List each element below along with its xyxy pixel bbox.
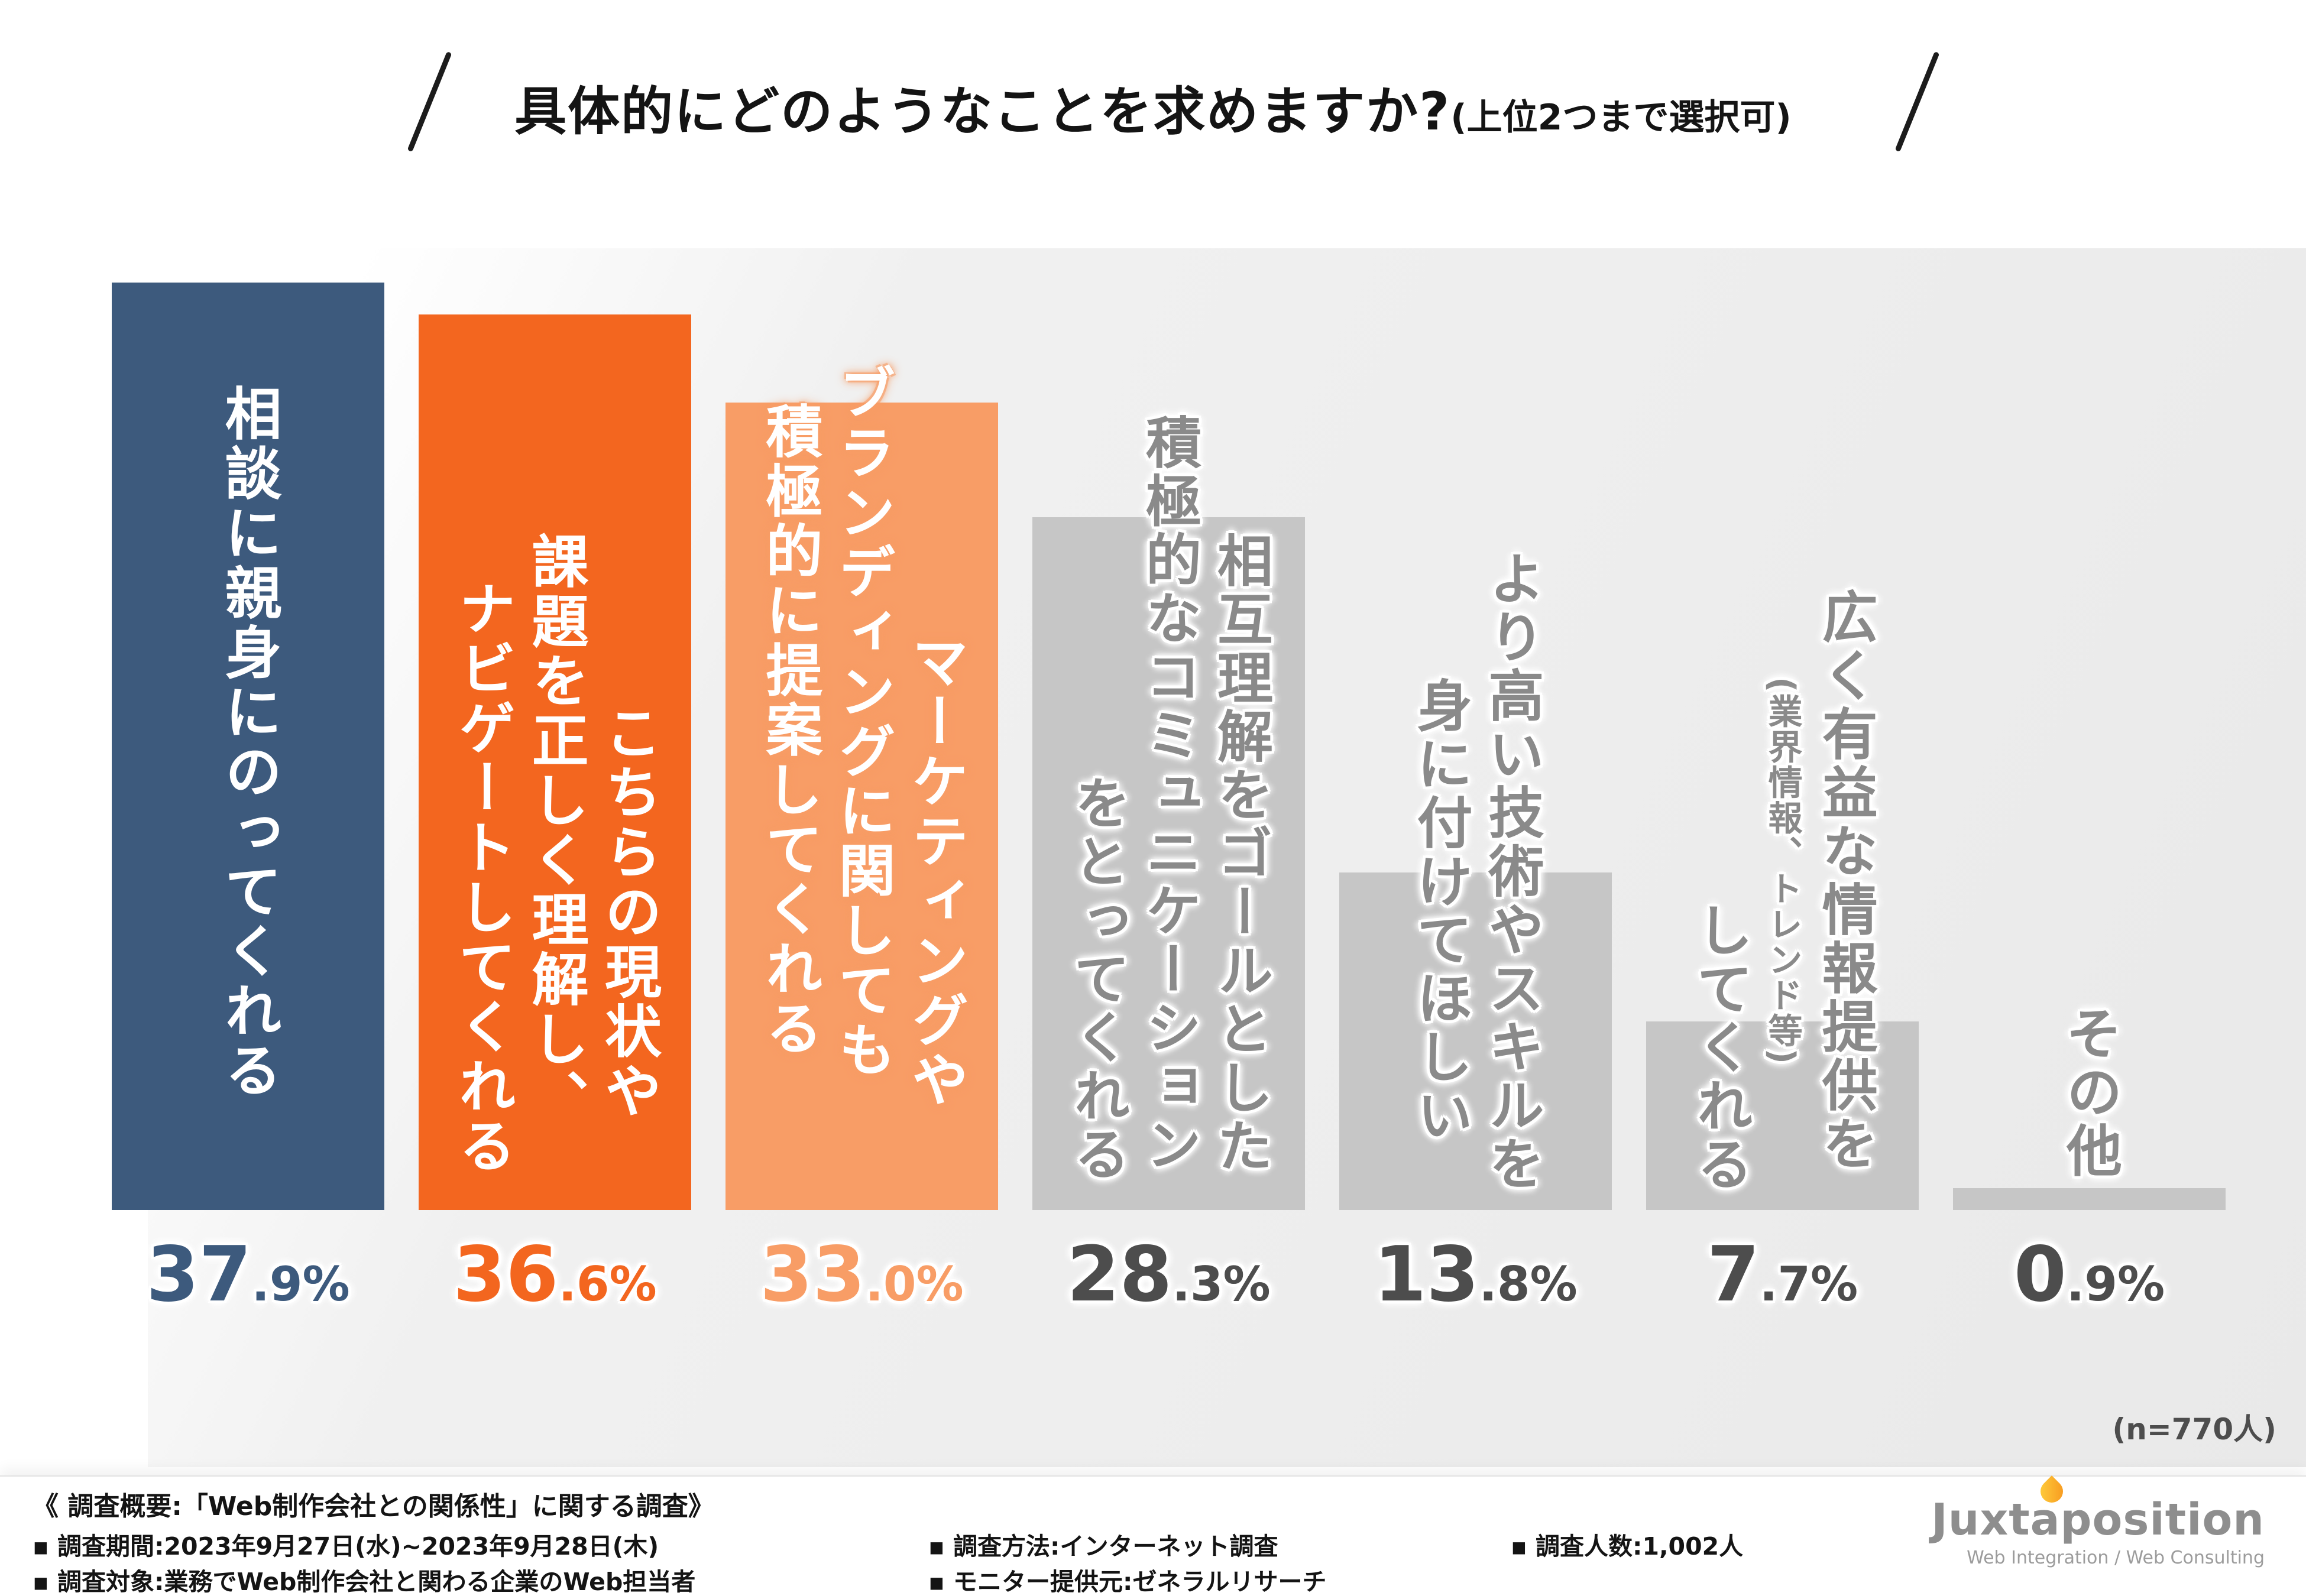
bar-value-int: 37 xyxy=(146,1231,252,1319)
bar-label-column: ブランディングに関しても xyxy=(829,364,896,1080)
bar-label-column: 相互理解をゴールとした xyxy=(1208,532,1273,1176)
bar-label: 広く有益な情報提供を (業界情報、トレンド等) してくれる xyxy=(1622,588,1942,1194)
chart-title: 具体的にどのようなことを求めますか?(上位2つまで選択可) xyxy=(0,70,2306,145)
footer-item-count: ▪ 調査人数:1,002人 xyxy=(1511,1532,1744,1561)
chart-title-main: 具体的にどのようなことを求めますか? xyxy=(514,81,1451,142)
bar-value-decimal: .7% xyxy=(1759,1257,1858,1312)
bar-label-column: ナビゲートしてくれる xyxy=(449,579,516,1176)
bar xyxy=(1339,872,1612,1210)
bar-value-label: 28.3% xyxy=(1032,1231,1305,1319)
bar-label-column: 相談に親身にのってくれる xyxy=(215,384,282,1101)
bar-value-int: 33 xyxy=(760,1231,866,1319)
footer: 《 調査概要:「Web制作会社との関係性」に関する調査》 ▪ 調査期間:2023… xyxy=(0,1475,2306,1596)
bar-label-column: より高い技術やスキルを xyxy=(1479,550,1544,1193)
bar xyxy=(112,283,384,1210)
logo: Juxtaposition Web Integration / Web Cons… xyxy=(1931,1475,2265,1568)
bar-value-int: 36 xyxy=(453,1231,559,1319)
bar-value-label: 33.0% xyxy=(726,1231,998,1319)
bar-label: 相談に親身にのってくれる xyxy=(88,384,408,1101)
bar-value-label: 7.7% xyxy=(1646,1231,1919,1319)
bar-value-decimal: .3% xyxy=(1172,1257,1271,1312)
footer-item-period: ▪ 調査期間:2023年9月27日(水)~2023年9月28日(木) xyxy=(33,1532,659,1561)
bar-label: こちらの現状や 課題を正しく理解し、 ナビゲートしてくれる xyxy=(395,532,715,1176)
bar-label-column: 課題を正しく理解し、 xyxy=(522,532,589,1129)
bar-label-column: 積極的なコミュニケーション xyxy=(1136,414,1201,1175)
bar-value-label: 36.6% xyxy=(419,1231,691,1319)
bar-value-decimal: .9% xyxy=(251,1257,350,1312)
bar-label-column: マーケティングや xyxy=(902,632,969,1110)
footer-item-method: ▪ 調査方法:インターネット調査 xyxy=(928,1532,1278,1561)
footer-item-monitor: ▪ モニター提供元:ゼネラルリサーチ xyxy=(928,1568,1327,1596)
bar-value-int: 13 xyxy=(1374,1231,1479,1319)
bar xyxy=(726,403,998,1210)
bar-value-label: 13.8% xyxy=(1339,1231,1612,1319)
bar xyxy=(1646,1021,1919,1210)
sample-size-note: (n=770人) xyxy=(2112,1412,2276,1446)
bar-label-column: してくれる xyxy=(1688,901,1753,1194)
bar-value-int: 7 xyxy=(1706,1231,1760,1319)
bar xyxy=(1032,517,1305,1210)
bar xyxy=(419,314,691,1210)
bar-label-column: (業界情報、トレンド等) xyxy=(1762,677,1803,1066)
bar-label: 相互理解をゴールとした 積極的なコミュニケーション をとってくれる xyxy=(1009,414,1329,1184)
logo-text: Juxtaposition xyxy=(1931,1494,2265,1545)
bar-label: より高い技術やスキルを 身に付けてほしい xyxy=(1316,550,1635,1193)
bar-value-decimal: .0% xyxy=(865,1257,964,1312)
bar-value-label: 0.9% xyxy=(1953,1231,2226,1319)
bar-label-column: こちらの現状や xyxy=(595,703,662,1121)
bar-label: その他 xyxy=(1929,1005,2249,1180)
bar-value-int: 0 xyxy=(2013,1231,2067,1319)
footer-item-target: ▪ 調査対象:業務でWeb制作会社と関わる企業のWeb担当者 xyxy=(33,1568,696,1596)
bar-value-int: 28 xyxy=(1067,1231,1173,1319)
bar xyxy=(1953,1188,2226,1210)
survey-overview-title: 《 調査概要:「Web制作会社との関係性」に関する調査》 xyxy=(33,1491,714,1522)
logo-subtext: Web Integration / Web Consulting xyxy=(1967,1548,2265,1568)
bar-value-decimal: .9% xyxy=(2066,1257,2165,1312)
bar-label-column: 身に付けてほしい xyxy=(1407,677,1472,1145)
bar-value-decimal: .6% xyxy=(558,1257,657,1312)
chart-title-note: (上位2つまで選択可) xyxy=(1450,97,1792,138)
bar-label-column: をとってくれる xyxy=(1064,774,1129,1184)
bar-label-column: その他 xyxy=(2057,1005,2122,1180)
bar-label-column: 積極的に提案してくれる xyxy=(756,402,822,1059)
bar-value-label: 37.9% xyxy=(112,1231,384,1319)
bar-label-column: 広く有益な情報提供を xyxy=(1812,588,1877,1173)
bar-label: マーケティングや ブランディングに関しても 積極的に提案してくれる xyxy=(702,364,1022,1110)
bar-value-decimal: .8% xyxy=(1479,1257,1578,1312)
